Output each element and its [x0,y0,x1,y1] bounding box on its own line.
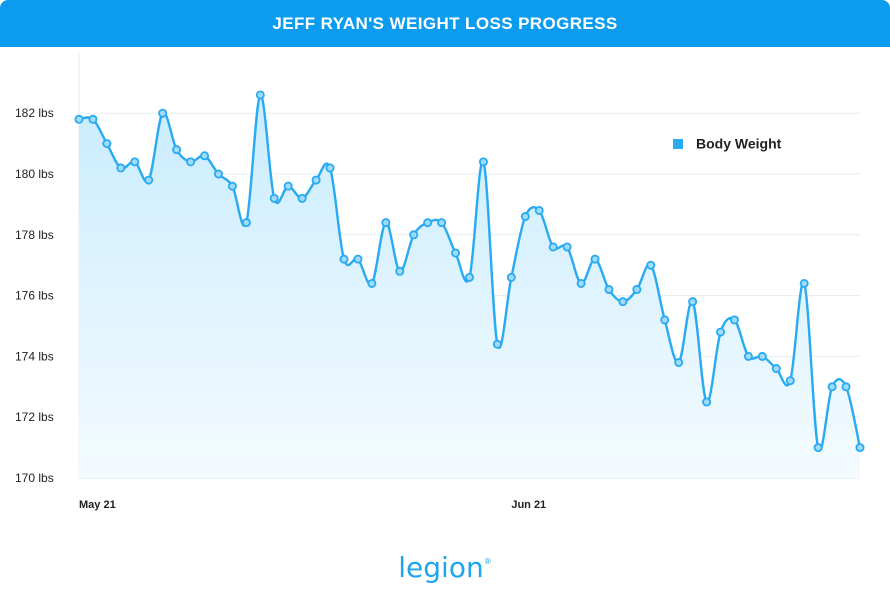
data-point-30 [492,339,502,349]
data-point-4 [130,157,140,167]
data-point-41 [646,260,656,270]
data-point-13 [255,90,265,100]
data-point-28 [464,272,474,282]
data-point-5 [144,175,154,185]
data-point-45 [702,397,712,407]
data-point-46 [716,327,726,337]
weight-line-chart: 170 lbs 172 lbs 174 lbs 176 lbs 178 lbs 180 l… [15,52,865,511]
data-point-2 [102,139,112,149]
series-area-body-weight [79,94,860,479]
y-tick-label: 176 lbs [15,289,54,303]
data-point-7 [172,145,182,155]
data-point-52 [799,278,809,288]
data-point-54 [827,382,837,392]
data-point-27 [451,248,461,258]
data-point-36 [576,278,586,288]
data-point-43 [674,357,684,367]
x-tick-label: May 21 [79,499,116,511]
data-point-26 [437,218,447,228]
y-tick-label: 180 lbs [15,167,54,181]
legend-label-body-weight: Body Weight [696,136,782,152]
y-tick-label: 178 lbs [15,228,54,242]
data-point-6 [158,108,168,118]
data-point-12 [241,218,251,228]
data-point-32 [520,212,530,222]
registered-mark-icon: ® [483,557,492,566]
data-point-42 [660,315,670,325]
data-point-18 [325,163,335,173]
data-point-22 [381,218,391,228]
data-point-25 [423,218,433,228]
data-point-17 [311,175,321,185]
y-tick-label: 170 lbs [15,471,54,485]
data-point-31 [506,272,516,282]
data-point-29 [478,157,488,167]
data-point-0 [74,114,84,124]
data-point-55 [841,382,851,392]
legion-logo: legion® [0,551,890,584]
data-point-10 [213,169,223,179]
data-point-49 [757,351,767,361]
data-point-3 [116,163,126,173]
y-tick-label: 172 lbs [15,410,54,424]
data-point-15 [283,181,293,191]
data-point-34 [548,242,558,252]
data-point-20 [353,254,363,264]
data-point-19 [339,254,349,264]
legend-swatch-body-weight [673,139,683,149]
data-point-40 [632,285,642,295]
data-point-16 [297,193,307,203]
data-point-47 [729,315,739,325]
data-point-21 [367,278,377,288]
data-point-48 [743,351,753,361]
y-tick-label: 174 lbs [15,349,54,363]
data-point-50 [771,364,781,374]
data-point-8 [186,157,196,167]
data-point-44 [688,297,698,307]
chart-title-bar: JEFF RYAN'S WEIGHT LOSS PROGRESS [0,0,890,47]
data-point-39 [618,297,628,307]
data-point-56 [855,443,865,453]
data-point-9 [200,151,210,161]
data-point-51 [785,376,795,386]
data-point-1 [88,114,98,124]
data-point-11 [227,181,237,191]
y-tick-label: 182 lbs [15,106,54,120]
data-point-35 [562,242,572,252]
data-point-14 [269,193,279,203]
data-point-37 [590,254,600,264]
data-point-33 [534,205,544,215]
data-point-24 [409,230,419,240]
logo-text: legion [398,551,484,584]
x-tick-label: Jun 21 [511,499,546,511]
data-point-53 [813,443,823,453]
chart-title: JEFF RYAN'S WEIGHT LOSS PROGRESS [272,13,618,33]
data-point-38 [604,285,614,295]
data-point-23 [395,266,405,276]
